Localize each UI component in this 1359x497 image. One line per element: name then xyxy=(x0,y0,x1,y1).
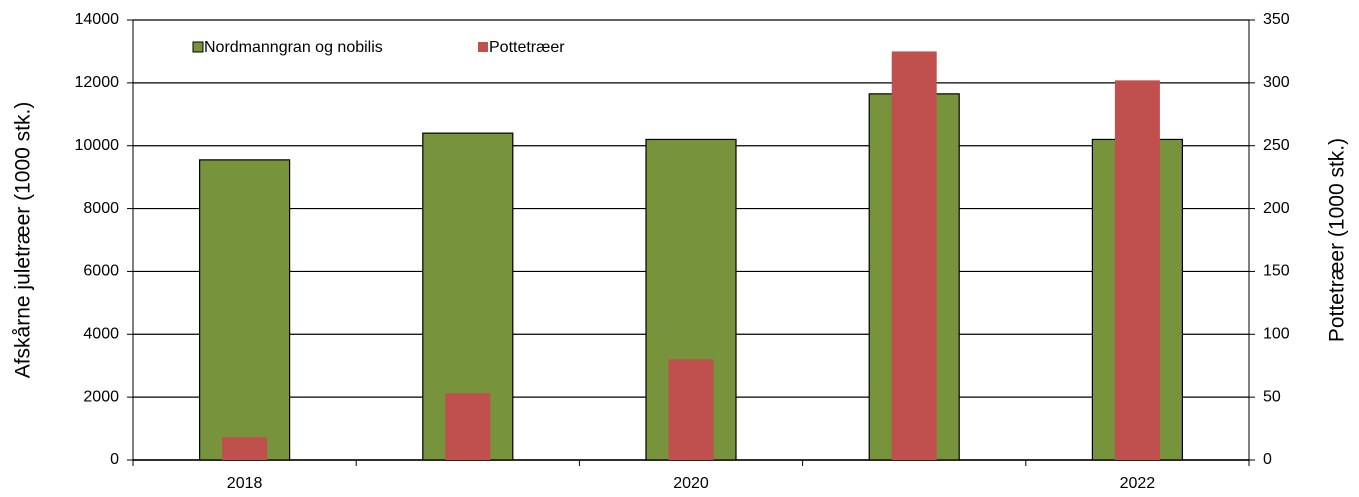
y2-axis-title: Pottetræer (1000 stk.) xyxy=(1326,138,1349,342)
y-tick-label: 10000 xyxy=(75,137,120,154)
y-tick-label: 12000 xyxy=(75,74,120,91)
legend-swatch xyxy=(478,42,488,52)
bar xyxy=(445,393,491,460)
y-tick-label: 6000 xyxy=(83,263,119,280)
y2-tick-label: 200 xyxy=(1263,200,1290,217)
y2-tick-label: 250 xyxy=(1263,137,1290,154)
y2-tick-label: 300 xyxy=(1263,74,1290,91)
legend-swatch xyxy=(192,41,204,53)
legend-label: Nordmanngran og nobilis xyxy=(204,39,383,56)
bar xyxy=(199,159,291,461)
y2-tick-label: 0 xyxy=(1263,451,1272,468)
y2-tick-label: 100 xyxy=(1263,326,1290,343)
y-tick-label: 8000 xyxy=(83,200,119,217)
y2-tick-label: 50 xyxy=(1263,388,1281,405)
x-tick-label: 2022 xyxy=(1120,475,1156,492)
y-axis-title: Afskårne juletræer (1000 stk.) xyxy=(12,102,35,379)
y-tick-label: 0 xyxy=(110,451,119,468)
x-tick-label: 2018 xyxy=(227,475,263,492)
y-tick-label: 14000 xyxy=(75,11,120,28)
bar xyxy=(891,51,937,461)
y2-tick-label: 150 xyxy=(1263,263,1290,280)
bar xyxy=(668,359,714,460)
bar xyxy=(1114,80,1160,460)
y-tick-label: 2000 xyxy=(83,388,119,405)
y-tick-label: 4000 xyxy=(83,326,119,343)
bar xyxy=(222,437,268,460)
x-tick-label: 2020 xyxy=(673,475,709,492)
y2-tick-label: 350 xyxy=(1263,11,1290,28)
legend-label: Pottetræer xyxy=(489,39,565,56)
